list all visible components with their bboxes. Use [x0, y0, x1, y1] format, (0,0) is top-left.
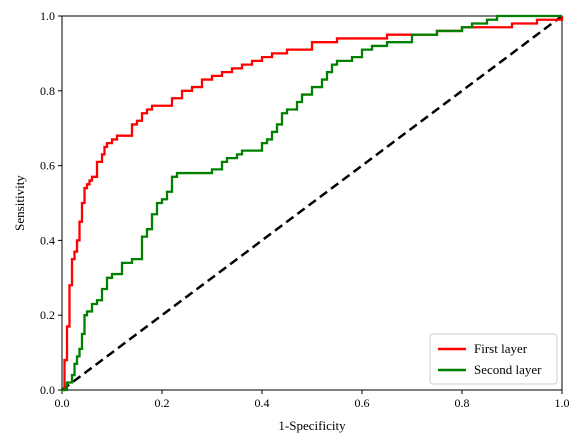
legend-label: First layer [474, 341, 528, 356]
reference-diagonal-line [61, 14, 563, 392]
x-tick-label: 0.2 [155, 396, 170, 410]
y-tick-label: 1.0 [40, 9, 55, 23]
x-axis-label: 1-Specificity [278, 418, 346, 433]
legend-box [429, 333, 558, 385]
x-tick-label: 0.8 [455, 396, 470, 410]
y-tick-label: 0.2 [40, 308, 55, 322]
legend: First layer Second layer [429, 333, 558, 385]
plot-frame [61, 15, 563, 391]
x-tick-label: 0.0 [55, 396, 70, 410]
y-tick-label: 0.0 [40, 383, 55, 397]
x-tick-label: 0.4 [255, 396, 270, 410]
legend-label: Second layer [474, 362, 542, 377]
x-tick-label: 0.6 [355, 396, 370, 410]
y-tick-label: 0.8 [40, 84, 55, 98]
series-line-first-layer [62, 16, 564, 392]
y-tick-label: 0.6 [40, 159, 55, 173]
plot-area: 0.0 0.2 0.4 0.6 0.8 1.0 0.0 0.2 0.4 0.6 0.8 1.0 [40, 9, 570, 410]
y-tick-label: 0.4 [40, 233, 55, 247]
series-line-second-layer [62, 14, 562, 392]
x-tick-label: 1.0 [555, 396, 570, 410]
y-axis-label: Sensitivity [12, 175, 27, 231]
